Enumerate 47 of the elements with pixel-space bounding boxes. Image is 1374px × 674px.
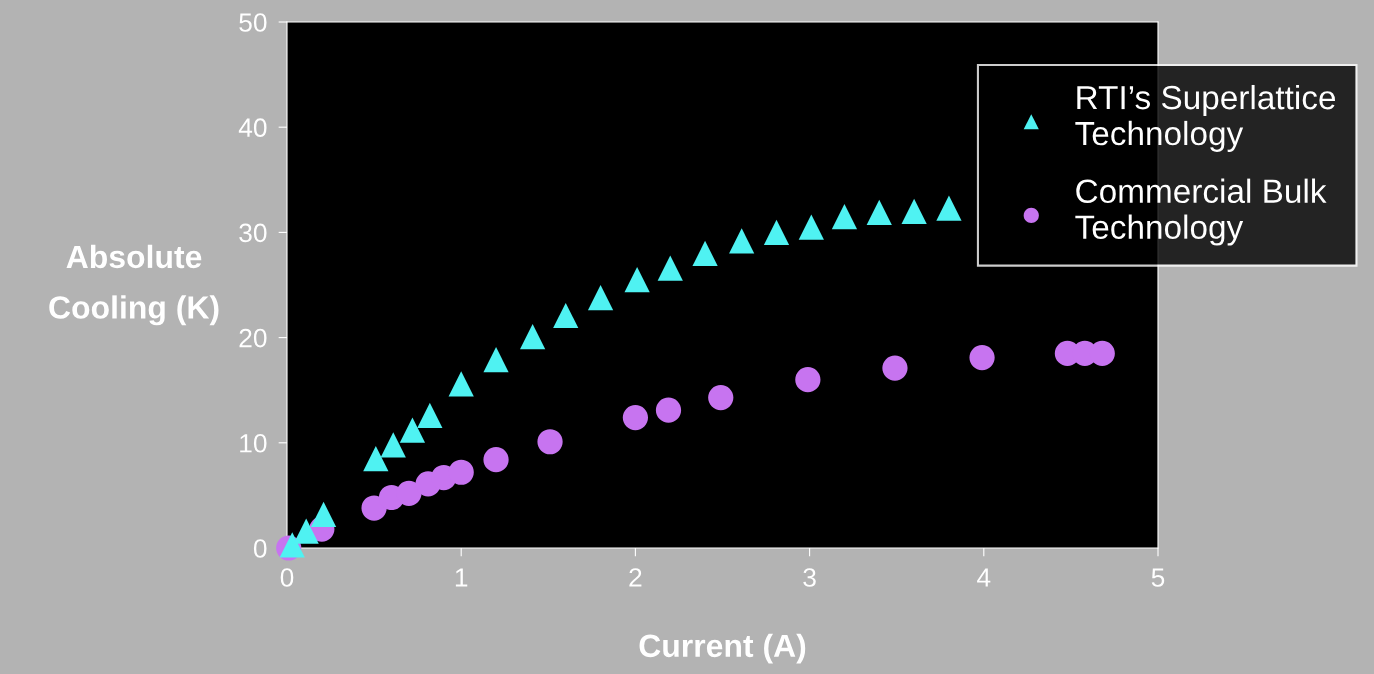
y-tick-label: 0	[253, 539, 267, 558]
x-tick-label: 1	[455, 568, 468, 587]
y-tick-label: 50	[239, 13, 267, 32]
y-tick-label: 30	[239, 223, 267, 243]
point	[729, 228, 755, 254]
x-axis-title: Current (A)	[639, 633, 806, 664]
point	[657, 255, 683, 281]
point	[795, 367, 821, 393]
y-tick-label: 10	[240, 433, 267, 453]
point	[622, 404, 649, 431]
point	[763, 219, 790, 246]
point	[448, 459, 474, 485]
point	[520, 323, 546, 350]
y-tick-label: 20	[239, 328, 267, 348]
point	[380, 432, 406, 458]
point	[417, 402, 443, 429]
x-tick-label: 4	[977, 568, 991, 587]
point	[363, 445, 389, 472]
legend-label: Commercial Bulk Technology	[1075, 178, 1327, 246]
point	[537, 429, 563, 455]
point	[396, 480, 422, 506]
point	[936, 195, 962, 221]
point	[798, 214, 824, 240]
point	[483, 347, 509, 373]
point	[553, 302, 579, 329]
point	[483, 447, 509, 473]
point	[624, 267, 650, 293]
point	[587, 285, 614, 311]
point	[448, 371, 474, 397]
point	[882, 355, 908, 381]
point	[692, 240, 718, 267]
legend-label: RTI’s Superlattice Technology	[1075, 84, 1335, 152]
point	[901, 198, 927, 224]
y-tick-label: 40	[238, 118, 267, 138]
x-tick-label: 5	[1151, 568, 1165, 587]
point	[969, 344, 995, 371]
point	[708, 384, 734, 411]
x-tick-label: 3	[803, 568, 816, 587]
point	[831, 204, 858, 230]
point	[293, 518, 319, 544]
point	[866, 199, 892, 226]
y-axis-title: Absolute Cooling (K)	[49, 244, 219, 326]
point	[310, 501, 337, 527]
x-tick-label: 0	[280, 568, 294, 587]
point	[399, 417, 426, 443]
point	[655, 397, 682, 423]
x-tick-label: 2	[629, 568, 642, 587]
